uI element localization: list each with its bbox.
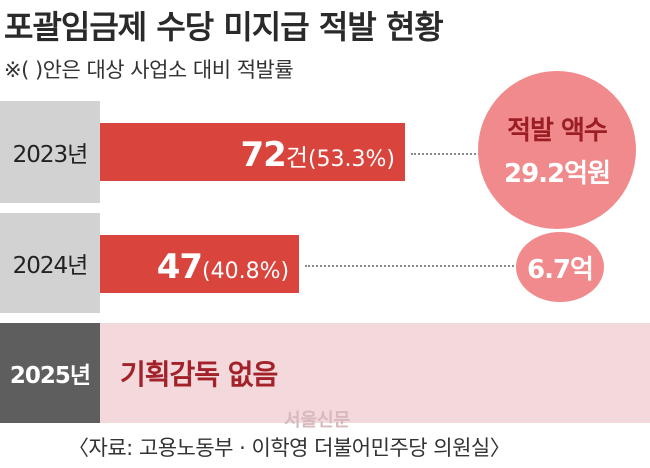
rate-2023: (53.3%) [307, 147, 395, 172]
watermark-logo: 서울신문 [284, 410, 351, 431]
year-label-2024: 2024년 [0, 213, 100, 313]
bar-label-2024: 47 (40.8%) [100, 235, 289, 293]
amount-circle-2024: 6.7억 [516, 232, 604, 302]
amount-title: 적발 액수 [507, 116, 608, 146]
bar-2024 [100, 235, 300, 293]
amount-circle-2023: 적발 액수 29.2억원 [478, 71, 636, 229]
count-unit-2023: 건 [285, 144, 308, 172]
rate-note: ※( )안은 대상 사업소 대비 적발률 [4, 58, 294, 82]
bar-2023 [100, 123, 405, 181]
source-credit: 〈자료: 고용노동부 · 이학영 더불어민주당 의원실〉 [68, 436, 511, 460]
row-2025: 2025년 기획감독 없음 [0, 323, 650, 423]
rate-2024: (40.8%) [202, 259, 290, 284]
leader-line-2024 [305, 265, 518, 267]
row-2025-background [0, 323, 650, 423]
amount-2023: 29.2억원 [504, 159, 611, 189]
year-label-2023: 2023년 [0, 101, 100, 203]
count-2024: 47 [156, 247, 203, 287]
year-label-2025: 2025년 [0, 323, 100, 423]
bar-label-2023: 72 건 (53.3%) [100, 123, 395, 181]
leader-line-2023 [411, 153, 480, 155]
chart-title: 포괄임금제 수당 미지급 적발 현황 [4, 8, 444, 46]
amount-2024: 6.7억 [527, 254, 594, 285]
count-2023: 72 [240, 135, 287, 175]
no-inspection-label: 기획감독 없음 [120, 358, 278, 391]
